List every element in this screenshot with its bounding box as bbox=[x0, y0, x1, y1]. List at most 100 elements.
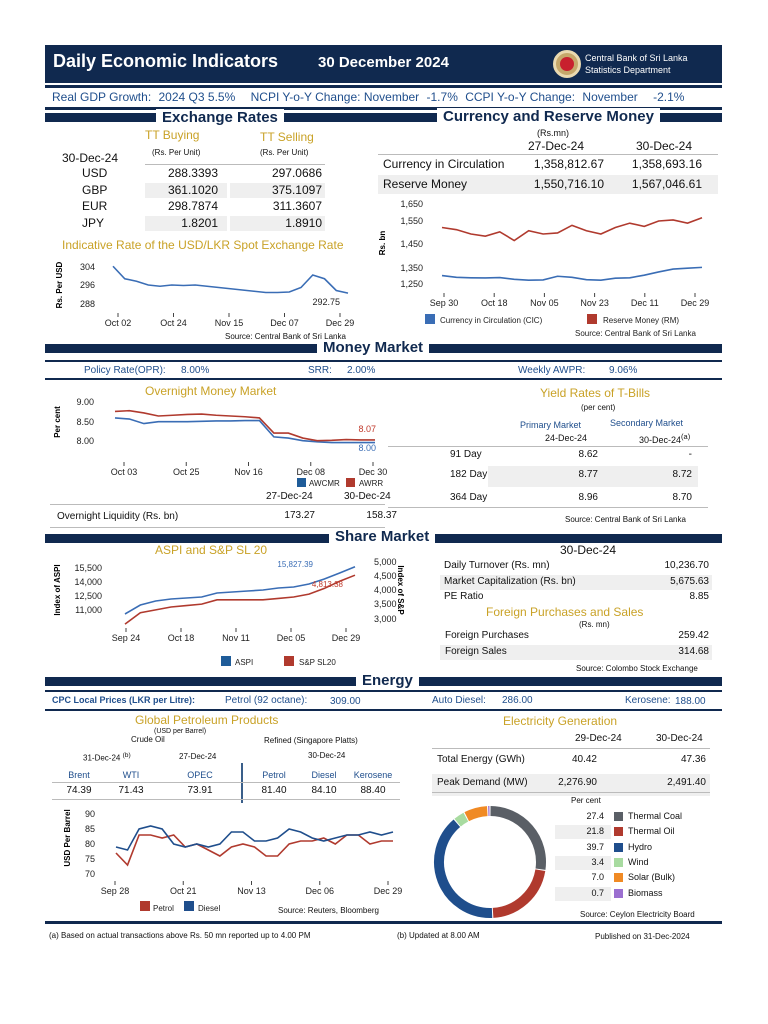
energy-heading: Energy bbox=[356, 672, 419, 689]
srr-value: 2.00% bbox=[347, 365, 376, 376]
petroleum-title: Global Petroleum Products bbox=[135, 713, 279, 727]
x-tick-label: Oct 25 bbox=[173, 467, 200, 477]
opr-label: Policy Rate(OPR): bbox=[84, 365, 166, 376]
x-tick-label: Oct 24 bbox=[160, 318, 187, 328]
y-tick-label: 90 bbox=[85, 809, 95, 819]
diesel-line bbox=[115, 825, 394, 851]
y-tick-label: 1,550 bbox=[400, 216, 423, 226]
legend-label-petrol: Petrol bbox=[153, 904, 174, 913]
row-bg bbox=[378, 175, 718, 194]
petroleum-col-header: OPEC bbox=[187, 770, 213, 780]
share-percent: 27.4 bbox=[586, 811, 604, 821]
currency-row-label: Reserve Money bbox=[383, 177, 468, 191]
share-percent: 0.7 bbox=[591, 887, 604, 898]
y-tick-label: 12,500 bbox=[74, 591, 102, 601]
divider bbox=[45, 85, 722, 88]
x-tick-label: Dec 29 bbox=[326, 318, 355, 328]
share-source: Source: Colombo Stock Exchange bbox=[576, 664, 698, 673]
note-a: (a) bbox=[681, 432, 691, 441]
legend-swatch bbox=[614, 873, 623, 883]
y-tick-label-right: 3,000 bbox=[374, 614, 397, 624]
gdp-quarter: Q3 bbox=[188, 90, 205, 104]
legend-label-awcmr: AWCMR bbox=[309, 479, 340, 488]
divider bbox=[139, 782, 284, 783]
x-tick-label: Sep 28 bbox=[101, 886, 130, 896]
tt-selling-value: 1.8910 bbox=[285, 215, 322, 230]
legend-label: Thermal Coal bbox=[628, 811, 683, 821]
row-bg bbox=[440, 574, 712, 590]
secondary-date-text: 30-Dec-24 bbox=[639, 435, 682, 445]
summary-row: Real GDP Growth: 2024 Q3 5.5% NCPI Y-o-Y… bbox=[52, 90, 684, 104]
row-bg bbox=[432, 774, 710, 796]
legend-swatch bbox=[614, 857, 623, 867]
divider bbox=[45, 107, 722, 110]
sell-unit: (Rs. Per Unit) bbox=[260, 148, 309, 157]
x-tick-label: Oct 18 bbox=[481, 298, 508, 308]
tt-selling-value: 297.0686 bbox=[271, 166, 322, 180]
currency-code: JPY bbox=[82, 215, 105, 230]
srr-label: SRR: bbox=[308, 365, 332, 376]
divider bbox=[45, 921, 722, 924]
share-percent: 39.7 bbox=[586, 841, 604, 852]
x-tick-label: Nov 16 bbox=[234, 467, 263, 477]
divider bbox=[254, 799, 400, 800]
legend-label-awrr: AWRR bbox=[359, 479, 383, 488]
tbill-unit: (per cent) bbox=[581, 403, 616, 412]
x-tick-label: Nov 05 bbox=[530, 298, 559, 308]
el-date-2: 30-Dec-24 bbox=[656, 733, 703, 744]
tt-buying-value: 361.1020 bbox=[167, 182, 218, 197]
currency-code: EUR bbox=[82, 199, 108, 213]
legend-label-aspi: ASPI bbox=[235, 658, 253, 667]
note-b: (b) bbox=[122, 752, 131, 759]
petroleum-col-header: Brent bbox=[68, 770, 90, 780]
x-tick-label: Dec 07 bbox=[270, 318, 299, 328]
liq-date-1: 27-Dec-24 bbox=[266, 491, 313, 502]
x-tick-label: Dec 30 bbox=[359, 467, 388, 477]
value-30-dec: 47.36 bbox=[680, 754, 706, 765]
ccpi-label: CCPI Y-o-Y Change: bbox=[465, 90, 576, 104]
y-tick-label: 11,000 bbox=[75, 605, 102, 615]
awpr-label: Weekly AWPR: bbox=[518, 365, 586, 376]
x-tick-label: Dec 29 bbox=[332, 633, 361, 643]
y-axis-label: Index of ASPI bbox=[53, 564, 62, 615]
y-tick-label-right: 3,500 bbox=[374, 599, 397, 609]
legend-swatch-sp bbox=[284, 656, 294, 666]
footnote-b: (b) Updated at 8.00 AM bbox=[397, 931, 480, 940]
share-date: 30-Dec-24 bbox=[560, 543, 617, 557]
legend-swatch bbox=[614, 842, 623, 852]
gdp-label: Real GDP Growth: bbox=[52, 90, 152, 104]
per-cent-label: Per cent bbox=[571, 796, 601, 805]
y-tick-label: 1,650 bbox=[400, 199, 423, 209]
y-axis-label-right: Index of S&P bbox=[396, 565, 405, 615]
value-29-dec: 40.42 bbox=[571, 754, 597, 765]
share-row-label: PE Ratio bbox=[444, 591, 484, 602]
y-axis-label: Rs. bn bbox=[378, 231, 387, 256]
ncpi-value: -1.7% bbox=[426, 90, 458, 104]
tbill-tenor: 91 Day bbox=[450, 449, 482, 460]
share-row-label: Market Capitalization (Rs. bn) bbox=[444, 575, 576, 587]
donut-slice-thermal-coal bbox=[490, 806, 546, 870]
ccpi-month: November bbox=[582, 90, 638, 104]
tt-selling-value: 311.3607 bbox=[272, 199, 322, 213]
petrol-price: 309.00 bbox=[330, 696, 361, 707]
petroleum-col-value: 84.10 bbox=[311, 785, 337, 796]
row-bg bbox=[555, 855, 611, 870]
currency-code: USD bbox=[82, 166, 108, 180]
petroleum-col-header: Petrol bbox=[262, 770, 286, 780]
crude-label: Crude Oil bbox=[131, 735, 165, 744]
awpr-value: 9.06% bbox=[609, 365, 638, 376]
ncpi-label: NCPI Y-o-Y Change: bbox=[250, 90, 361, 104]
opec-date: 27-Dec-24 bbox=[179, 752, 217, 761]
electricity-source: Source: Ceylon Electricity Board bbox=[580, 910, 695, 919]
y-tick-label: 296 bbox=[80, 280, 95, 290]
tbill-tenor: 364 Day bbox=[450, 492, 488, 503]
legend-swatch bbox=[614, 827, 623, 837]
legend-label-cic: Currency in Circulation (CIC) bbox=[440, 316, 543, 325]
x-tick-label: Dec 05 bbox=[277, 633, 306, 643]
electricity-title: Electricity Generation bbox=[503, 714, 618, 728]
y-tick-label: 1,450 bbox=[400, 239, 423, 249]
share-percent: 7.0 bbox=[591, 872, 604, 883]
legend-label-rm: Reserve Money (RM) bbox=[603, 316, 679, 325]
ncpi-month: November bbox=[363, 90, 420, 104]
share-percent: 21.8 bbox=[586, 826, 604, 837]
